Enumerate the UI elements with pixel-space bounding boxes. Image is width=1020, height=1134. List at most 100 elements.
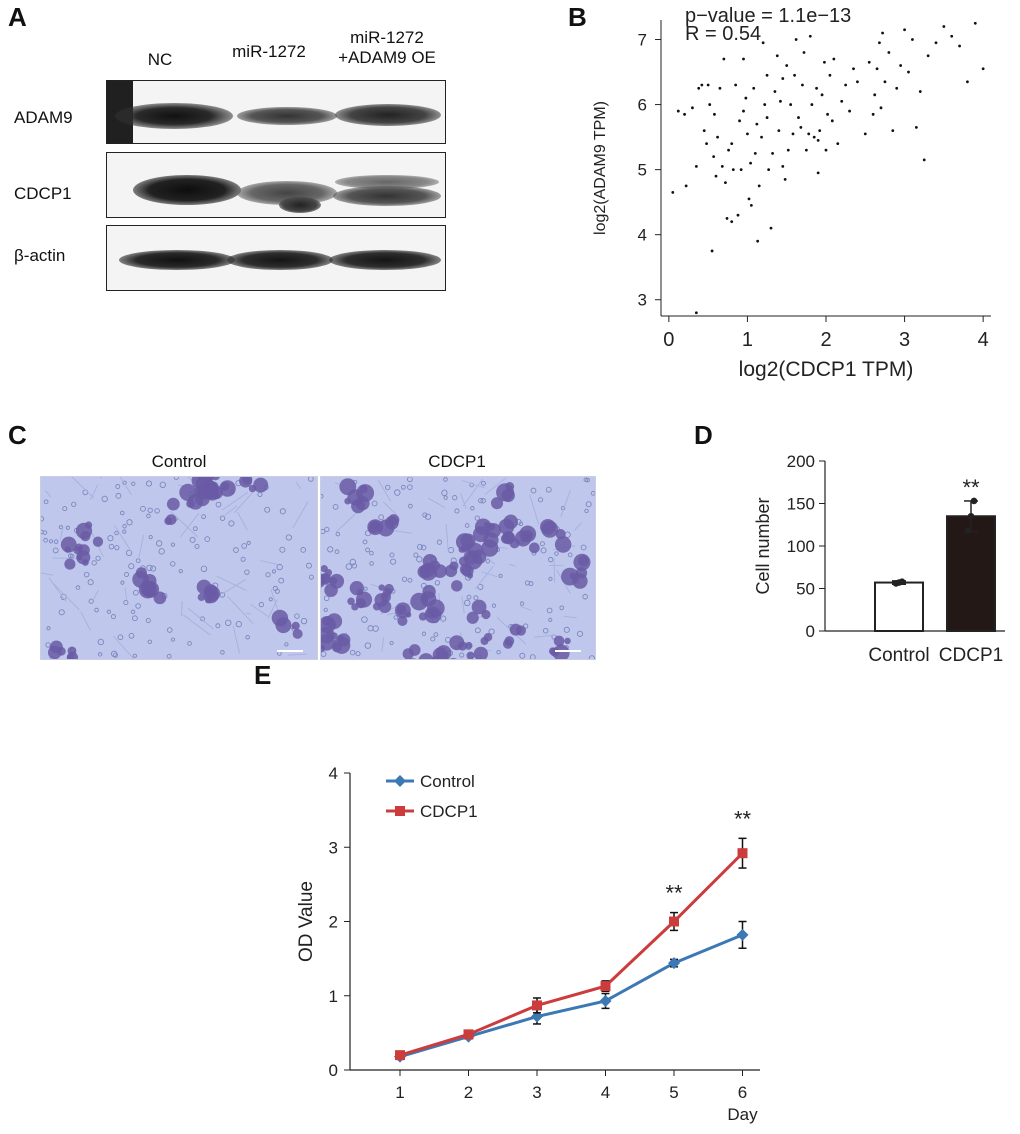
- stained-cell: [573, 553, 591, 571]
- membrane-pore: [170, 561, 176, 567]
- membrane-pore: [474, 627, 481, 634]
- scatter-point: [742, 109, 745, 113]
- scatter-point: [907, 70, 910, 74]
- membrane-pore: [284, 642, 289, 647]
- membrane-fiber: [481, 571, 498, 578]
- membrane-fiber: [267, 598, 278, 619]
- membrane-pore: [559, 605, 565, 611]
- scatter-point: [789, 103, 793, 106]
- stained-cell: [333, 636, 351, 654]
- membrane-pore: [321, 528, 326, 535]
- membrane-pore: [546, 607, 553, 614]
- stained-cell: [501, 488, 515, 503]
- membrane-pore: [407, 477, 413, 483]
- membrane-pore: [147, 507, 153, 513]
- data-point-control: [668, 957, 680, 970]
- membrane-pore: [264, 506, 271, 513]
- stained-cell: [64, 558, 76, 570]
- scatter-point: [714, 174, 718, 178]
- micrograph-background: [41, 477, 317, 659]
- membrane-pore: [519, 601, 525, 606]
- stained-cell: [427, 599, 445, 617]
- membrane-pore: [135, 558, 141, 564]
- membrane-fiber: [221, 491, 249, 511]
- membrane-fiber: [460, 493, 467, 509]
- scatter-point: [818, 129, 822, 132]
- membrane-fiber: [80, 611, 92, 631]
- stained-cell: [564, 637, 571, 645]
- membrane-pore: [240, 556, 246, 562]
- scatter-point: [694, 311, 698, 315]
- membrane-pore: [122, 529, 127, 534]
- stained-cell: [457, 641, 468, 651]
- scatter-point: [786, 148, 790, 152]
- membrane-pore: [140, 505, 146, 512]
- blot-band: [227, 250, 333, 270]
- membrane-pore: [65, 525, 70, 530]
- y-tick-label: 1: [329, 987, 338, 1006]
- legend-marker-cdcp1: [395, 806, 405, 816]
- scatter-point: [713, 112, 716, 116]
- scatter-point: [671, 190, 675, 194]
- membrane-pore: [119, 510, 125, 516]
- membrane-pore: [519, 652, 526, 659]
- y-tick-label: 3: [638, 291, 647, 310]
- blot-band: [279, 197, 321, 213]
- membrane-pore: [294, 613, 300, 619]
- membrane-fiber: [382, 501, 397, 515]
- membrane-pore: [563, 626, 570, 633]
- membrane-pore: [150, 565, 157, 572]
- membrane-pore: [300, 547, 307, 553]
- y-axis-label: log2(ADAM9 TPM): [592, 101, 609, 235]
- scatter-point: [744, 96, 748, 100]
- stained-cell: [473, 646, 488, 659]
- membrane-pore: [430, 636, 436, 642]
- stained-cell: [429, 560, 441, 571]
- x-tick-label: 4: [978, 329, 989, 351]
- scatter-point: [981, 67, 985, 71]
- significance-label: **: [962, 475, 980, 500]
- scatter-point: [816, 171, 820, 175]
- legend-marker-control: [394, 775, 406, 787]
- scatter-point: [973, 21, 977, 25]
- membrane-fiber: [462, 478, 483, 507]
- scatter-point: [783, 177, 787, 181]
- scatter-point: [883, 80, 887, 84]
- membrane-pore: [365, 547, 370, 553]
- membrane-pore: [588, 655, 595, 659]
- scatter-point: [816, 138, 820, 142]
- membrane-pore: [52, 547, 59, 554]
- membrane-pore: [393, 615, 399, 620]
- significance-label: **: [734, 806, 752, 831]
- scatter-point: [712, 155, 716, 159]
- x-axis-label: log2(CDCP1 TPM): [739, 358, 914, 381]
- stained-cell: [449, 561, 459, 571]
- membrane-pore: [583, 477, 589, 483]
- membrane-pore: [268, 597, 273, 602]
- membrane-pore: [440, 615, 447, 622]
- lane-label-mir1272: miR-1272: [232, 42, 306, 61]
- stained-cell: [47, 645, 62, 659]
- membrane-pore: [170, 637, 176, 642]
- scatter-point: [791, 132, 795, 136]
- membrane-pore: [145, 480, 153, 487]
- stained-cell: [326, 631, 333, 638]
- membrane-pore: [154, 508, 160, 514]
- membrane-fiber: [563, 615, 577, 619]
- membrane-pore: [41, 516, 45, 522]
- stained-cell: [66, 651, 79, 659]
- membrane-pore: [576, 630, 584, 637]
- membrane-fiber: [250, 604, 269, 617]
- scatter-point: [730, 220, 734, 224]
- membrane-pore: [95, 555, 101, 561]
- membrane-pore: [545, 486, 552, 493]
- membrane-fiber: [445, 523, 449, 553]
- scatter-point: [810, 103, 814, 106]
- stained-cell: [451, 580, 463, 592]
- stained-cell: [78, 544, 90, 556]
- membrane-pore: [94, 607, 99, 613]
- scatter-point: [752, 86, 756, 90]
- stained-cell: [394, 602, 411, 619]
- scatter-point: [922, 158, 926, 162]
- scatter-point: [863, 132, 867, 136]
